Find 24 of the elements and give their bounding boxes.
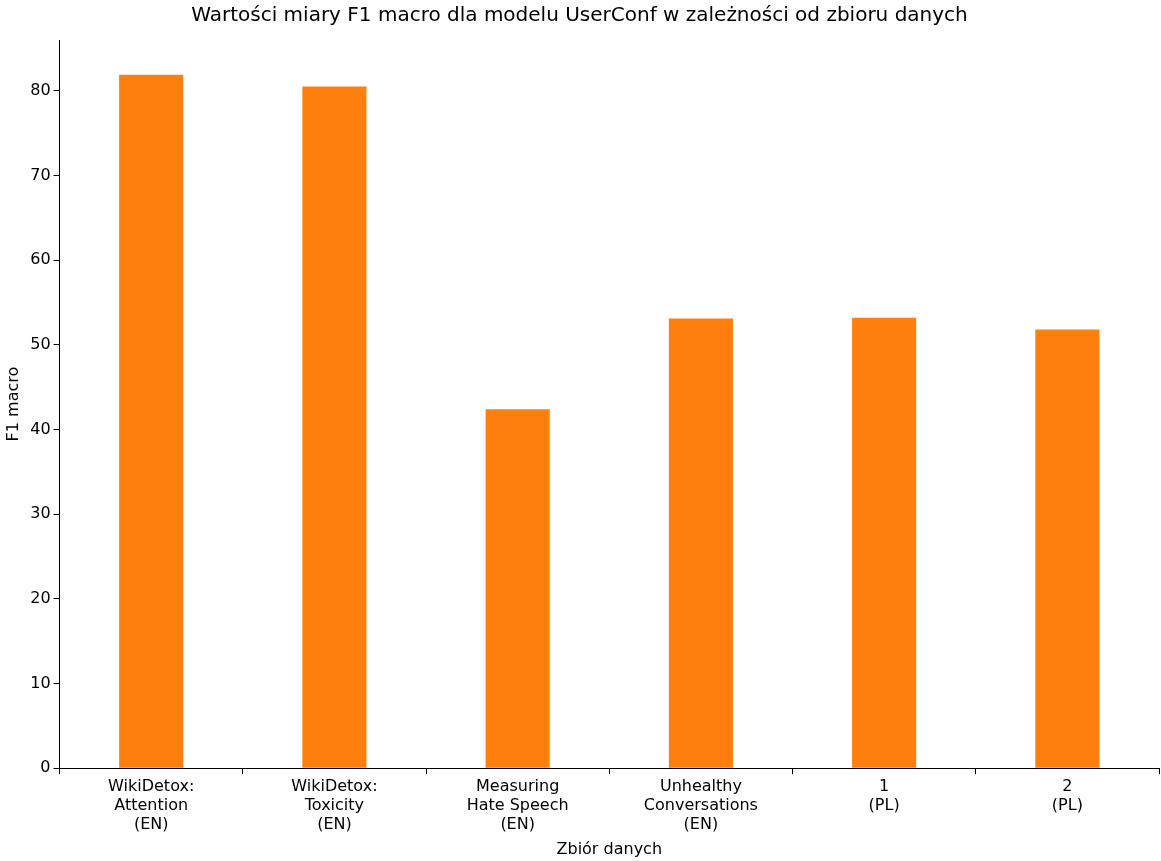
y-tick-label: 60 <box>30 249 51 269</box>
x-tick-label: 1 (PL) <box>868 775 900 815</box>
bar <box>668 318 733 768</box>
x-tick-label: WikiDetox: Toxicity (EN) <box>291 775 378 834</box>
bar <box>852 317 917 768</box>
y-tick-label: 40 <box>30 418 51 438</box>
y-tick-label: 80 <box>30 79 51 99</box>
bar <box>119 74 184 768</box>
chart-title: Wartości miary F1 macro dla modelu UserConf w zależności od zbioru danych <box>191 2 968 27</box>
x-tick-label: Unhealthy Conversations (EN) <box>643 775 758 834</box>
bar <box>302 86 367 768</box>
y-tick-label: 0 <box>40 757 51 777</box>
x-tick-label: WikiDetox: Attention (EN) <box>108 775 195 834</box>
y-tick-label: 50 <box>30 333 51 353</box>
bar <box>1035 329 1100 768</box>
y-tick-label: 10 <box>30 672 51 692</box>
y-tick-label: 70 <box>30 164 51 184</box>
x-tick-label: Measuring Hate Speech (EN) <box>466 775 569 834</box>
x-tick-label: 2 (PL) <box>1051 775 1083 815</box>
bar <box>485 409 550 768</box>
x-axis-title: Zbiór danych <box>556 838 663 858</box>
y-tick-label: 30 <box>30 503 51 523</box>
y-tick-label: 20 <box>30 588 51 608</box>
y-axis-title: F1 macro <box>2 366 22 442</box>
